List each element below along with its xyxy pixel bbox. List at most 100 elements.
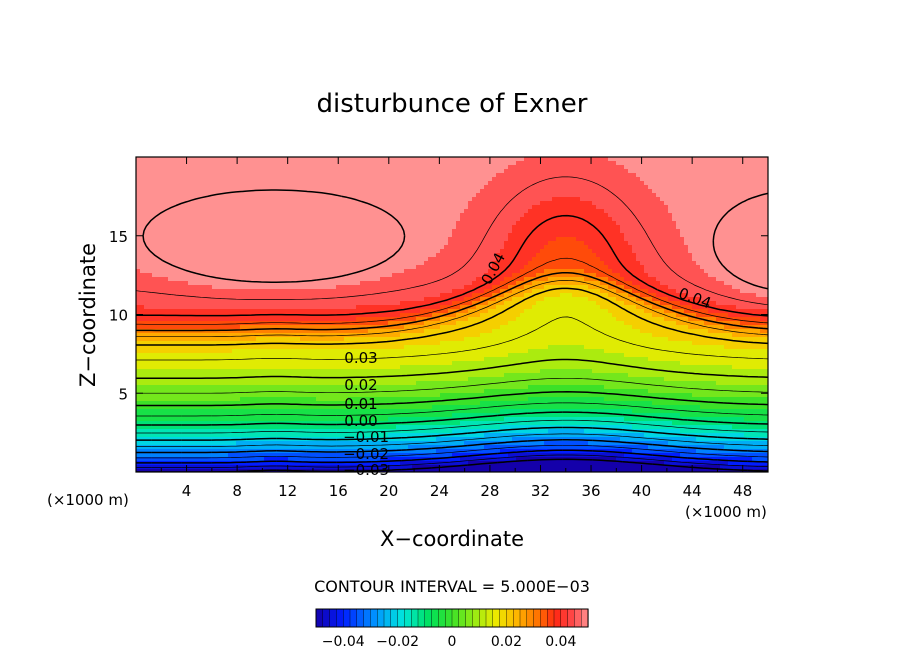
contour-fill-cell: [400, 365, 733, 370]
contour-fill-cell: [444, 245, 505, 250]
contour-fill-cell: [548, 277, 585, 282]
contour-fill-cell: [680, 429, 768, 434]
contour-fill-cell: [760, 329, 768, 334]
contour-fill-cell: [632, 425, 733, 430]
contour-fill-cell: [300, 337, 345, 342]
contour-fill-cell: [428, 257, 497, 262]
contour-fill-cell: [136, 213, 461, 218]
x-tick-label: 24: [430, 482, 449, 500]
contour-fill-cell: [136, 429, 453, 434]
contour-fill-cell: [540, 369, 593, 374]
contour-fill-cell: [468, 461, 665, 466]
contour-fill-cell: [628, 169, 768, 174]
contour-line: [136, 444, 768, 459]
contour-fill-cell: [524, 285, 545, 290]
colorbar-swatch: [526, 608, 535, 628]
contour-fill-cell: [732, 333, 768, 338]
contour-fill-cell: [392, 273, 485, 278]
contour-fill-cell: [460, 421, 673, 426]
contour-fill-cell: [688, 325, 725, 330]
contour-fill-cell: [464, 209, 529, 214]
contour-line: [136, 214, 768, 317]
contour-fill-cell: [652, 401, 768, 406]
contour-fill-cell: [608, 213, 673, 218]
contour-fill-cell: [716, 381, 768, 386]
contour-fill-cell: [684, 237, 768, 242]
y-tick-label: 5: [118, 385, 128, 403]
contour-fill-cell: [620, 225, 677, 230]
contour-fill-cell: [692, 253, 768, 258]
contour-fill-cell: [500, 449, 633, 454]
contour-fill-cell: [760, 317, 768, 322]
contour-fill-cell: [136, 233, 453, 238]
contour-fill-cell: [592, 369, 768, 374]
contour-fill-cell: [440, 293, 473, 298]
contour-fill-cell: [336, 285, 465, 290]
colorbar-swatch: [417, 608, 426, 628]
contour-fill-cell: [636, 257, 693, 262]
colorbar-swatch: [363, 608, 372, 628]
contour-fill-cell: [636, 305, 653, 310]
colorbar-swatch: [499, 608, 508, 628]
contour-fill-cell: [136, 225, 457, 230]
contour-fill-cell: [668, 205, 768, 210]
contour-fill-cell: [692, 305, 737, 310]
contour-line: [142, 189, 768, 290]
contour-fill-cell: [524, 293, 561, 298]
contour-fill-cell: [504, 245, 545, 250]
contour-fill-cell: [136, 345, 405, 350]
contour-fill-cell: [136, 441, 237, 446]
contour-fill-cell: [604, 349, 768, 354]
y-tick-label: 10: [109, 307, 128, 325]
contour-label: 0.00: [344, 412, 377, 430]
contour-line: [136, 454, 768, 468]
contour-fill-cell: [136, 193, 477, 198]
contour-fill-cell: [504, 373, 629, 378]
contour-fill-cell: [136, 185, 485, 190]
contour-fill-cell: [740, 289, 768, 294]
contour-fill-cell: [756, 293, 768, 298]
contour-fill-cell: [136, 321, 389, 326]
colorbar-swatch: [445, 608, 453, 628]
contour-fill-cell: [136, 405, 433, 410]
contour-fill-cell: [460, 213, 525, 218]
contour-fill-cell: [136, 253, 437, 258]
contour-fill-cell: [696, 437, 768, 442]
contour-fill-cell: [632, 409, 768, 414]
contour-fill-cell: [612, 217, 673, 222]
contour-fill-cell: [436, 253, 497, 258]
contour-line: [136, 426, 768, 441]
contour-fill-cell: [688, 249, 768, 254]
contour-fill-cell: [680, 301, 717, 306]
contour-fill-cell: [504, 169, 629, 174]
contour-fill-cell: [664, 377, 768, 382]
contour-fill-cell: [592, 201, 665, 206]
contour-fill-cell: [516, 221, 617, 226]
contour-fill-cell: [136, 325, 241, 330]
contour-fill-cell: [676, 289, 741, 294]
contour-fill-cell: [628, 373, 768, 378]
contour-fill-cell: [136, 425, 397, 430]
contour-fill-cell: [440, 393, 693, 398]
contour-label: 0.01: [344, 395, 377, 413]
contour-fill-cell: [696, 449, 768, 454]
contour-fill-cell: [668, 209, 768, 214]
contour-fill-cell: [480, 189, 653, 194]
contour-fill-cell: [724, 281, 768, 286]
contour-line: [136, 287, 768, 346]
contour-fill-cell: [608, 293, 629, 298]
contour-fill-cell: [736, 305, 768, 310]
colorbar-swatch: [370, 608, 378, 628]
contour-fill-cell: [136, 361, 453, 366]
contour-fill-cell: [620, 229, 681, 234]
contour-fill-cell: [708, 329, 761, 334]
contour-fill-cell: [656, 193, 768, 198]
y-tick-label: 15: [109, 228, 128, 246]
x-tick-label: 36: [581, 482, 600, 500]
contour-fill-cell: [548, 429, 585, 434]
contour-fill-cell: [524, 277, 549, 282]
contour-fill-cell: [288, 457, 381, 462]
contour-fill-cell: [136, 221, 457, 226]
contour-fill-cell: [708, 309, 768, 314]
colorbar-swatch: [397, 608, 406, 628]
